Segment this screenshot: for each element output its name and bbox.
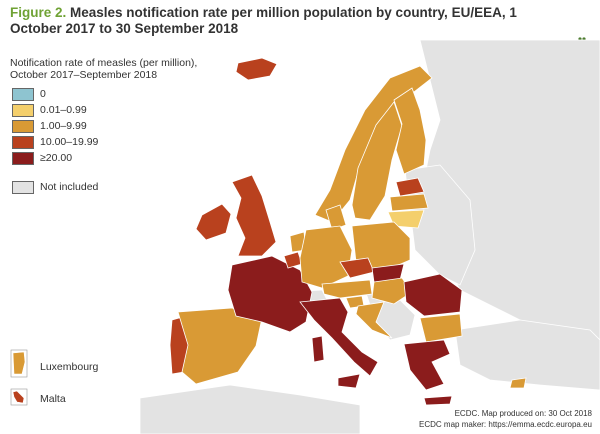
country-italy bbox=[299, 297, 379, 377]
legend-swatch bbox=[12, 136, 34, 149]
legend-label: 0.01–0.99 bbox=[40, 104, 87, 116]
legend-label: 0 bbox=[40, 88, 46, 100]
malta-shape bbox=[12, 390, 25, 404]
luxembourg-shape bbox=[12, 351, 26, 375]
legend-swatch bbox=[12, 120, 34, 133]
inset-malta bbox=[10, 388, 28, 406]
legend-title-line1: Notification rate of measles (per millio… bbox=[10, 57, 198, 69]
country-estonia bbox=[395, 177, 425, 197]
country-germany bbox=[299, 225, 353, 289]
country-finland bbox=[393, 87, 427, 175]
legend-label: ≥20.00 bbox=[40, 152, 73, 164]
legend-swatch bbox=[12, 104, 34, 117]
country-sicily bbox=[337, 373, 361, 389]
north-africa-area bbox=[139, 384, 361, 434]
country-cyprus bbox=[509, 377, 527, 389]
country-norway bbox=[314, 65, 433, 223]
country-united-kingdom bbox=[231, 174, 277, 257]
legend-swatch bbox=[12, 152, 34, 165]
eu-countries bbox=[169, 57, 527, 406]
country-sweden bbox=[351, 101, 403, 221]
country-ireland bbox=[195, 203, 232, 241]
country-latvia bbox=[389, 193, 429, 212]
inset-label-luxembourg: Luxembourg bbox=[40, 361, 99, 373]
figure-title: Figure 2. Measles notification rate per … bbox=[10, 5, 570, 37]
footer-line1: ECDC. Map produced on: 30 Oct 2018 bbox=[454, 409, 592, 418]
country-iceland bbox=[235, 57, 278, 81]
legend-swatch-not-included bbox=[12, 181, 34, 194]
country-greece bbox=[403, 339, 451, 391]
country-croatia bbox=[355, 301, 393, 339]
country-lithuania bbox=[387, 209, 425, 229]
figure-title-text: Measles notification rate per million po… bbox=[10, 5, 517, 36]
country-romania bbox=[403, 273, 463, 317]
country-austria bbox=[321, 279, 373, 299]
footer-line2: ECDC map maker: https://emma.ecdc.europa… bbox=[419, 420, 592, 429]
legend-label: 1.00–9.99 bbox=[40, 120, 87, 132]
legend-swatch bbox=[12, 88, 34, 101]
country-denmark bbox=[325, 204, 347, 231]
legend-title-line2: October 2017–September 2018 bbox=[10, 69, 158, 81]
turkey-area bbox=[454, 319, 600, 391]
inset-luxembourg bbox=[10, 349, 28, 378]
country-hungary bbox=[371, 277, 413, 305]
figure-label: Figure 2. bbox=[10, 5, 67, 20]
legend-title: Notification rate of measles (per millio… bbox=[10, 57, 197, 81]
inset-label-malta: Malta bbox=[40, 393, 66, 405]
country-sardinia bbox=[311, 335, 325, 363]
legend-label: 10.00–19.99 bbox=[40, 136, 99, 148]
country-bulgaria bbox=[419, 313, 463, 343]
country-crete bbox=[423, 395, 453, 406]
legend-label: Not included bbox=[40, 181, 99, 193]
